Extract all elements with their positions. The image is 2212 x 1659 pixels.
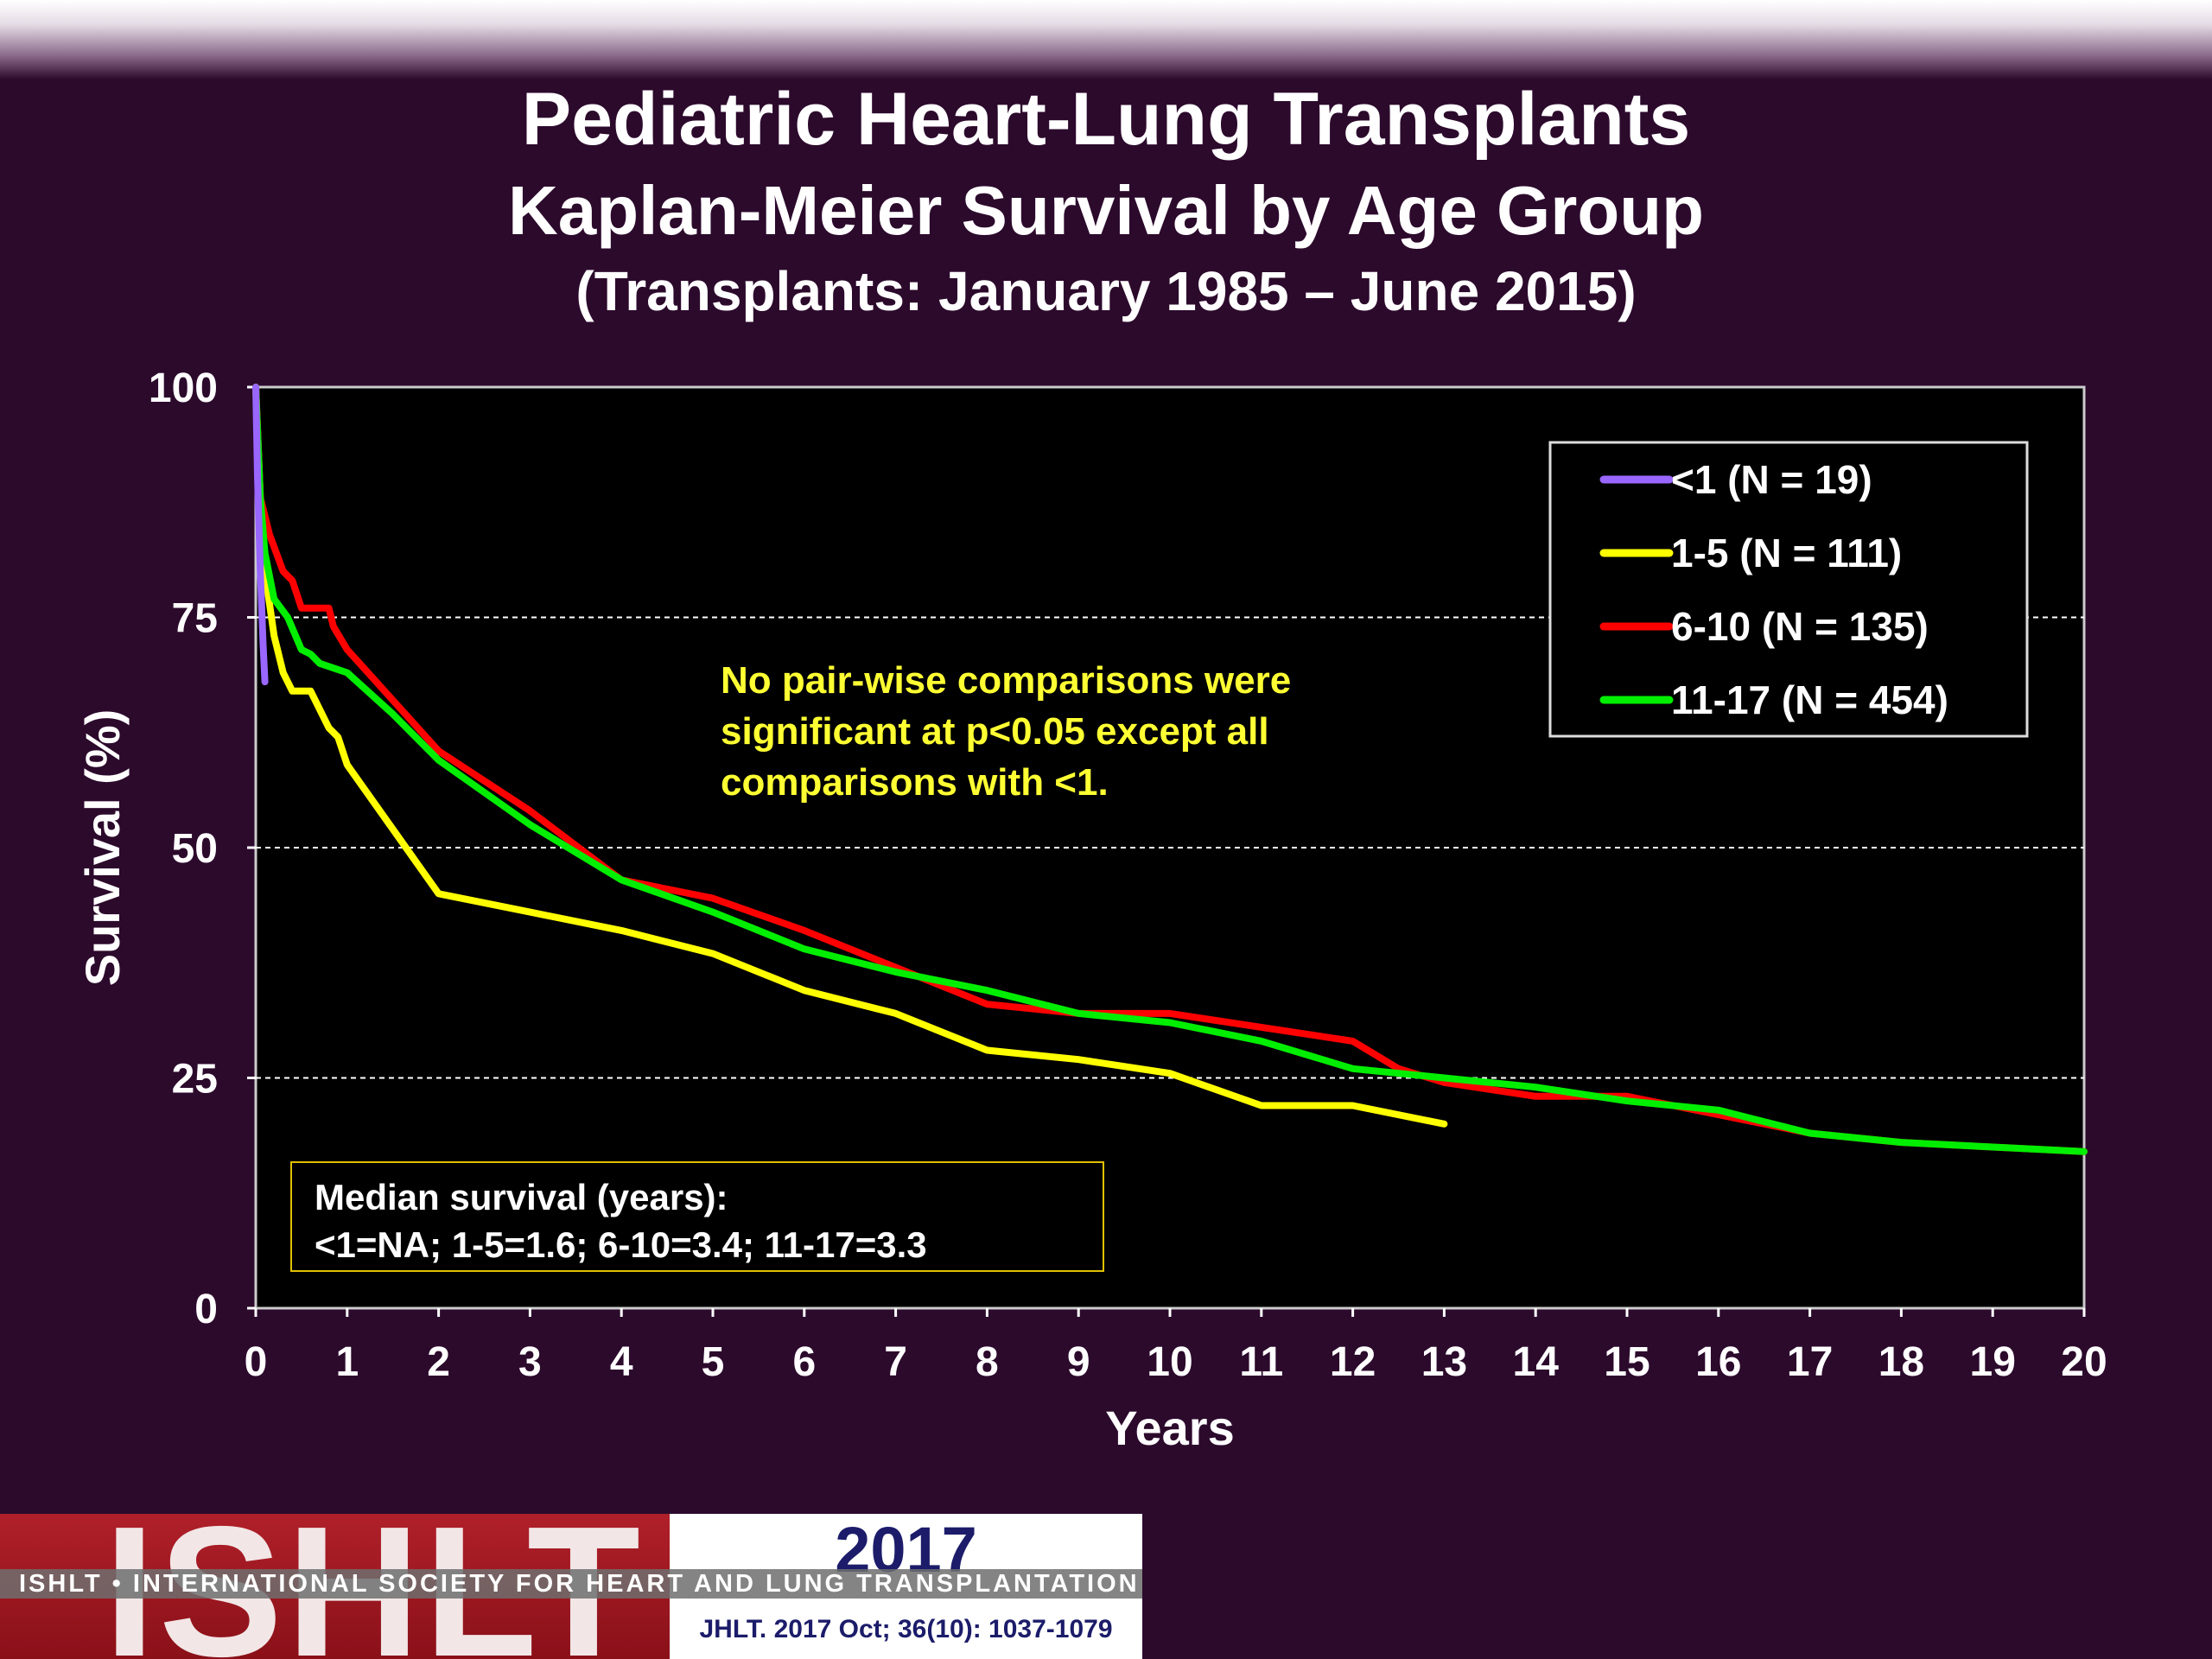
x-tick-label: 0: [245, 1339, 268, 1385]
series-line: [252, 384, 2088, 1155]
x-tick-label: 6: [792, 1339, 816, 1385]
slide-subtitle: Kaplan-Meier Survival by Age Group: [507, 172, 1705, 249]
x-tick-label: 4: [610, 1339, 633, 1385]
x-tick-label: 18: [1878, 1339, 1924, 1385]
x-tick-label: 16: [1695, 1339, 1741, 1385]
x-tick-label: 19: [1970, 1339, 2016, 1385]
x-tick-label: 20: [2061, 1339, 2107, 1385]
x-tick-label: 15: [1604, 1339, 1649, 1385]
y-tick-label: 50: [172, 826, 218, 872]
comparison-note-line: comparisons with <1.: [721, 761, 1109, 804]
comparison-note-line: No pair-wise comparisons were: [721, 659, 1292, 702]
legend-label: 11-17 (N = 454): [1671, 677, 1948, 722]
footer-logo: ISHLT 2017 ISHLT • INTERNATIONAL SOCIETY…: [0, 1514, 1142, 1659]
slide-title: Pediatric Heart-Lung Transplants: [521, 78, 1691, 161]
x-tick-label: 2: [427, 1339, 450, 1385]
y-tick-label: 0: [194, 1287, 218, 1332]
journal-citation: JHLT. 2017 Oct; 36(10): 1037-1079: [699, 1615, 1113, 1643]
series-lines: [252, 384, 2088, 1155]
legend-label: 1-5 (N = 111): [1671, 531, 1902, 575]
x-tick-label: 13: [1421, 1339, 1467, 1385]
x-tick-label: 3: [518, 1339, 542, 1385]
legend-label: 6-10 (N = 135): [1671, 604, 1929, 649]
comparison-note: No pair-wise comparisons were significan…: [721, 655, 1481, 808]
x-tick-label: 10: [1147, 1339, 1192, 1385]
y-tick-label: 25: [172, 1057, 218, 1103]
x-tick-label: 11: [1239, 1339, 1283, 1385]
x-tick-label: 7: [884, 1339, 907, 1385]
series-line: [252, 384, 2088, 1155]
y-tick-label: 75: [172, 596, 218, 642]
society-name: ISHLT • INTERNATIONAL SOCIETY FOR HEART …: [19, 1570, 1140, 1598]
median-survival-box: Median survival (years): <1=NA; 1-5=1.6;…: [290, 1161, 1104, 1272]
legend: <1 (N = 19) 1-5 (N = 111) 6-10 (N = 135) 11…: [1548, 441, 2029, 738]
median-survival-heading: Median survival (years):: [315, 1177, 728, 1217]
y-tick-label: 100: [149, 365, 218, 411]
median-survival-values: <1=NA; 1-5=1.6; 6-10=3.4; 11-17=3.3: [315, 1224, 927, 1265]
top-gradient-band: [0, 0, 2212, 79]
x-tick-label: 14: [1513, 1339, 1560, 1385]
series-line: [252, 384, 1448, 1128]
x-tick-label: 12: [1330, 1339, 1376, 1385]
legend-box: [1548, 441, 2029, 738]
legend-label: <1 (N = 19): [1671, 457, 1872, 502]
series-line: [252, 384, 269, 686]
x-tick-label: 9: [1067, 1339, 1090, 1385]
x-axis-label: Years: [1105, 1401, 1235, 1455]
slide-date-range: (Transplants: January 1985 – June 2015): [575, 260, 1637, 322]
x-tick-label: 5: [702, 1339, 725, 1385]
y-axis-label: Survival (%): [75, 709, 130, 987]
society-strip: [0, 1569, 1142, 1599]
x-tick-label: 8: [976, 1339, 999, 1385]
comparison-note-line: significant at p<0.05 except all: [721, 710, 1269, 753]
x-tick-label: 17: [1787, 1339, 1833, 1385]
x-tick-label: 1: [335, 1339, 359, 1385]
